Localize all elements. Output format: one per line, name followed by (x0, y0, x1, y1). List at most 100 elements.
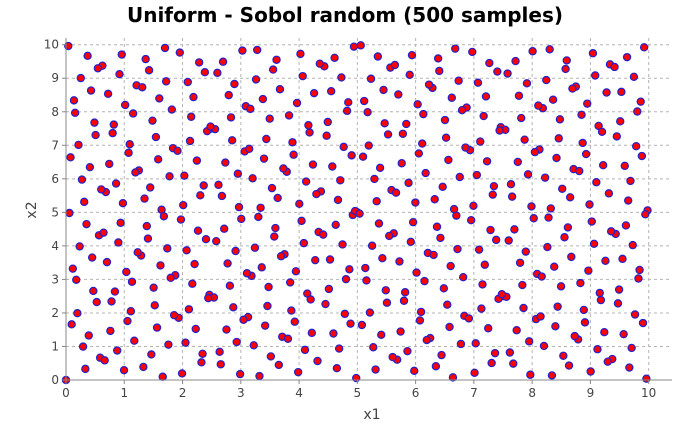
data-point (122, 267, 131, 277)
data-points (61, 41, 652, 385)
data-point (257, 263, 266, 272)
data-point (324, 284, 334, 294)
data-point (523, 170, 533, 179)
data-point (330, 53, 339, 63)
data-point (400, 288, 410, 297)
data-point (624, 196, 633, 205)
data-point (458, 272, 468, 282)
data-point (627, 343, 636, 353)
data-point (464, 314, 474, 323)
data-point (441, 133, 451, 142)
data-point (636, 97, 645, 106)
data-point (511, 56, 520, 66)
data-point (312, 189, 321, 199)
data-point (595, 288, 604, 298)
data-point (515, 258, 525, 267)
data-point (180, 171, 189, 180)
data-point (110, 287, 120, 296)
data-point (474, 245, 484, 254)
data-point (193, 226, 203, 235)
y-tick-label: 6 (51, 172, 59, 186)
data-point (166, 273, 175, 283)
data-point (156, 261, 165, 270)
y-tick-label: 5 (51, 205, 59, 219)
plot-area (66, 38, 672, 380)
data-point (356, 41, 365, 50)
data-point (126, 307, 136, 316)
data-point (102, 257, 112, 267)
data-point (629, 72, 639, 81)
data-point (81, 364, 90, 374)
data-point (268, 65, 278, 74)
data-point (225, 281, 235, 290)
data-point (345, 265, 354, 274)
data-point (352, 373, 361, 383)
data-point (237, 214, 246, 224)
x-tick-label: 9 (587, 386, 595, 400)
data-point (311, 255, 320, 265)
data-point (165, 172, 174, 181)
data-point (153, 155, 163, 164)
data-point (212, 236, 221, 246)
data-point (413, 100, 422, 109)
data-point (430, 195, 439, 204)
data-point (555, 115, 565, 124)
data-point (544, 213, 553, 222)
data-point (213, 68, 222, 78)
data-point (562, 56, 571, 65)
data-point (507, 192, 517, 201)
x-tick-label: 7 (470, 386, 478, 400)
data-point (506, 179, 516, 189)
data-point (600, 327, 609, 337)
data-point (201, 234, 211, 244)
data-point (219, 224, 229, 233)
data-point (325, 255, 335, 264)
data-point (485, 58, 494, 68)
data-point (176, 215, 186, 224)
data-point (497, 290, 507, 299)
data-point (238, 46, 247, 55)
data-point (267, 183, 277, 193)
data-point (217, 191, 227, 201)
data-point (394, 90, 403, 99)
data-point (275, 85, 285, 94)
data-point (564, 361, 574, 370)
data-point (613, 299, 623, 308)
data-point (491, 235, 501, 245)
data-point (373, 52, 383, 61)
data-point (224, 90, 233, 100)
data-point (254, 212, 263, 222)
data-point (286, 278, 295, 287)
data-point (341, 274, 351, 284)
data-point (415, 316, 425, 325)
data-point (291, 267, 301, 276)
data-point (67, 320, 76, 329)
data-point (529, 214, 538, 223)
data-point (589, 239, 599, 248)
data-point (578, 138, 587, 148)
data-point (359, 96, 369, 106)
data-point (468, 47, 477, 57)
data-point (109, 120, 119, 129)
data-point (503, 69, 512, 78)
data-point (556, 282, 566, 291)
data-point (300, 345, 310, 355)
x-tick-label: 10 (641, 386, 656, 400)
data-point (321, 299, 330, 309)
data-point (397, 159, 406, 168)
data-point (90, 118, 99, 127)
data-point (246, 104, 255, 114)
data-point (289, 150, 298, 159)
data-point (146, 183, 155, 192)
data-point (439, 284, 449, 293)
data-point (306, 295, 315, 304)
data-point (130, 336, 139, 345)
data-point (118, 198, 128, 208)
data-point (558, 184, 567, 193)
data-point (606, 227, 616, 236)
data-point (84, 331, 93, 340)
data-point (583, 99, 592, 108)
data-point (371, 365, 380, 374)
data-point (528, 47, 537, 56)
data-point (218, 57, 228, 66)
